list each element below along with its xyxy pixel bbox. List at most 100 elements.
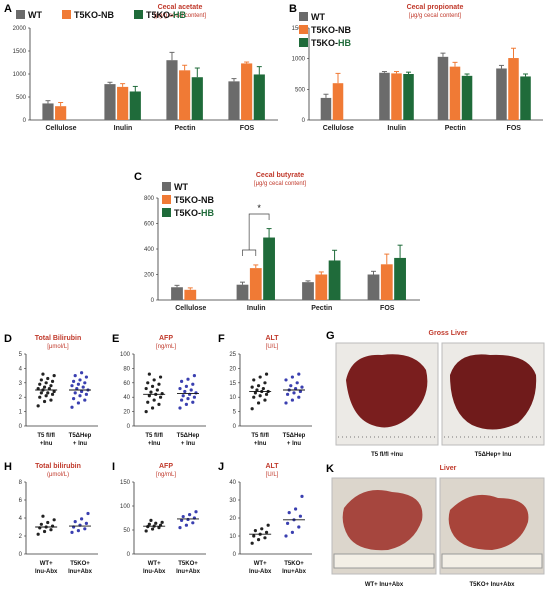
data-point xyxy=(192,395,196,399)
data-point xyxy=(144,529,148,533)
group-sublabel: + Inu xyxy=(287,441,302,447)
legend-label-hb-prefix: T5KO- xyxy=(311,38,338,48)
data-point xyxy=(253,391,257,395)
data-point xyxy=(181,394,185,398)
data-point xyxy=(36,404,40,408)
liver-shape-right xyxy=(450,354,537,430)
chart-subtitle: [μg/g cecal content] xyxy=(154,13,206,19)
group-sublabel: Inu-Abx xyxy=(35,569,58,575)
legend-swatch-2 xyxy=(299,38,308,47)
data-point xyxy=(160,520,164,524)
y-tick-label: 1 xyxy=(19,410,23,416)
ruler-left xyxy=(333,553,435,569)
data-point xyxy=(80,389,84,394)
data-point xyxy=(250,385,254,389)
y-tick-label: 20 xyxy=(123,410,130,416)
data-point xyxy=(84,521,88,525)
group-sublabel: Inu+Abx xyxy=(176,569,200,575)
data-point xyxy=(180,379,184,383)
legend-label-2: T5KO-HB xyxy=(174,208,214,218)
data-point xyxy=(147,372,151,376)
legend-label-0: WT xyxy=(174,182,188,192)
data-point xyxy=(252,395,256,399)
bar-WT-Pectin xyxy=(437,56,449,120)
panel-letter: J xyxy=(218,461,224,473)
y-tick-label: 1000 xyxy=(292,57,306,63)
x-category-label: Cellulose xyxy=(175,305,206,312)
data-point xyxy=(52,518,56,522)
bar-T5KO-NB-Inulin xyxy=(391,73,402,120)
panel-g-title: Gross Liver xyxy=(429,330,468,337)
y-tick-label: 40 xyxy=(123,395,130,401)
x-category-label: Inulin xyxy=(387,125,406,132)
y-tick-label: 25 xyxy=(229,352,236,358)
y-tick-label: 5 xyxy=(233,410,237,416)
group-label: T5 fl/fl xyxy=(145,433,163,439)
chart-title: Cecal butyrate xyxy=(256,172,304,179)
y-tick-label: 30 xyxy=(229,498,236,504)
data-point xyxy=(298,389,302,394)
data-point xyxy=(73,374,77,378)
data-point xyxy=(52,374,56,378)
data-point xyxy=(264,372,269,376)
legend-swatch-0 xyxy=(16,10,25,19)
data-point xyxy=(46,376,50,381)
group-sublabel: +Inu xyxy=(148,441,161,447)
y-tick-label: 0 xyxy=(19,552,23,558)
data-point xyxy=(181,514,185,519)
data-point xyxy=(49,384,53,388)
bar-T5KO-NB-Pectin xyxy=(315,274,328,300)
bar-WT-Inulin xyxy=(236,284,249,300)
data-point xyxy=(144,386,148,391)
data-point xyxy=(70,384,74,388)
liver-shape-left xyxy=(342,490,423,551)
data-point xyxy=(252,534,256,538)
bar-WT-Inulin xyxy=(379,72,390,120)
y-tick-label: 500 xyxy=(16,95,27,101)
data-point xyxy=(194,510,198,514)
data-point xyxy=(36,532,40,536)
y-tick-label: 8 xyxy=(19,480,23,486)
data-point xyxy=(188,513,192,517)
data-point xyxy=(44,381,48,385)
y-tick-label: 2000 xyxy=(13,26,27,32)
data-point xyxy=(158,375,163,379)
y-tick-label: 60 xyxy=(123,381,130,387)
legend-swatch-0 xyxy=(299,12,308,21)
data-point xyxy=(72,379,76,383)
panel-letter: H xyxy=(4,461,12,473)
panel-k-title: Liver xyxy=(440,465,457,472)
data-point xyxy=(42,399,47,404)
data-point xyxy=(295,381,299,385)
bar-T5KO-HB-Pectin xyxy=(191,77,203,120)
data-point xyxy=(250,541,254,545)
data-point xyxy=(78,394,82,398)
data-point xyxy=(72,397,76,401)
legend-label-1: T5KO-NB xyxy=(74,10,114,20)
data-point xyxy=(261,386,265,391)
bar-WT-Pectin xyxy=(302,282,314,300)
data-point xyxy=(39,522,43,526)
bar-T5KO-NB-Pectin xyxy=(449,66,461,120)
chart-subtitle: [μg/g cecal content] xyxy=(254,181,306,187)
y-tick-label: 0 xyxy=(233,424,237,430)
y-tick-label: 0 xyxy=(302,118,306,124)
y-tick-label: 1500 xyxy=(292,26,306,32)
data-point xyxy=(286,521,290,525)
data-point xyxy=(41,372,45,376)
data-point xyxy=(147,522,151,526)
panel-letter: I xyxy=(112,461,115,473)
data-point xyxy=(250,407,254,411)
data-point xyxy=(294,386,298,391)
panel-j-scatter: J ALT [U/L] 0 10 20 30 40 WT+ Inu-Abx T5KO+ Inu+Abx xyxy=(218,461,312,575)
data-point xyxy=(86,511,90,516)
data-point xyxy=(80,517,84,521)
data-point xyxy=(49,528,53,532)
legend-swatch-2 xyxy=(162,208,171,217)
group-sublabel: Inu+Abx xyxy=(68,569,92,575)
panel-c-bar-chart: C Cecal butyrate [μg/g cecal content] 0 200 4… xyxy=(134,171,420,312)
data-point xyxy=(294,507,298,511)
y-tick-label: 100 xyxy=(120,352,131,358)
y-tick-label: 150 xyxy=(120,480,131,486)
x-category-label: Cellulose xyxy=(45,125,76,132)
